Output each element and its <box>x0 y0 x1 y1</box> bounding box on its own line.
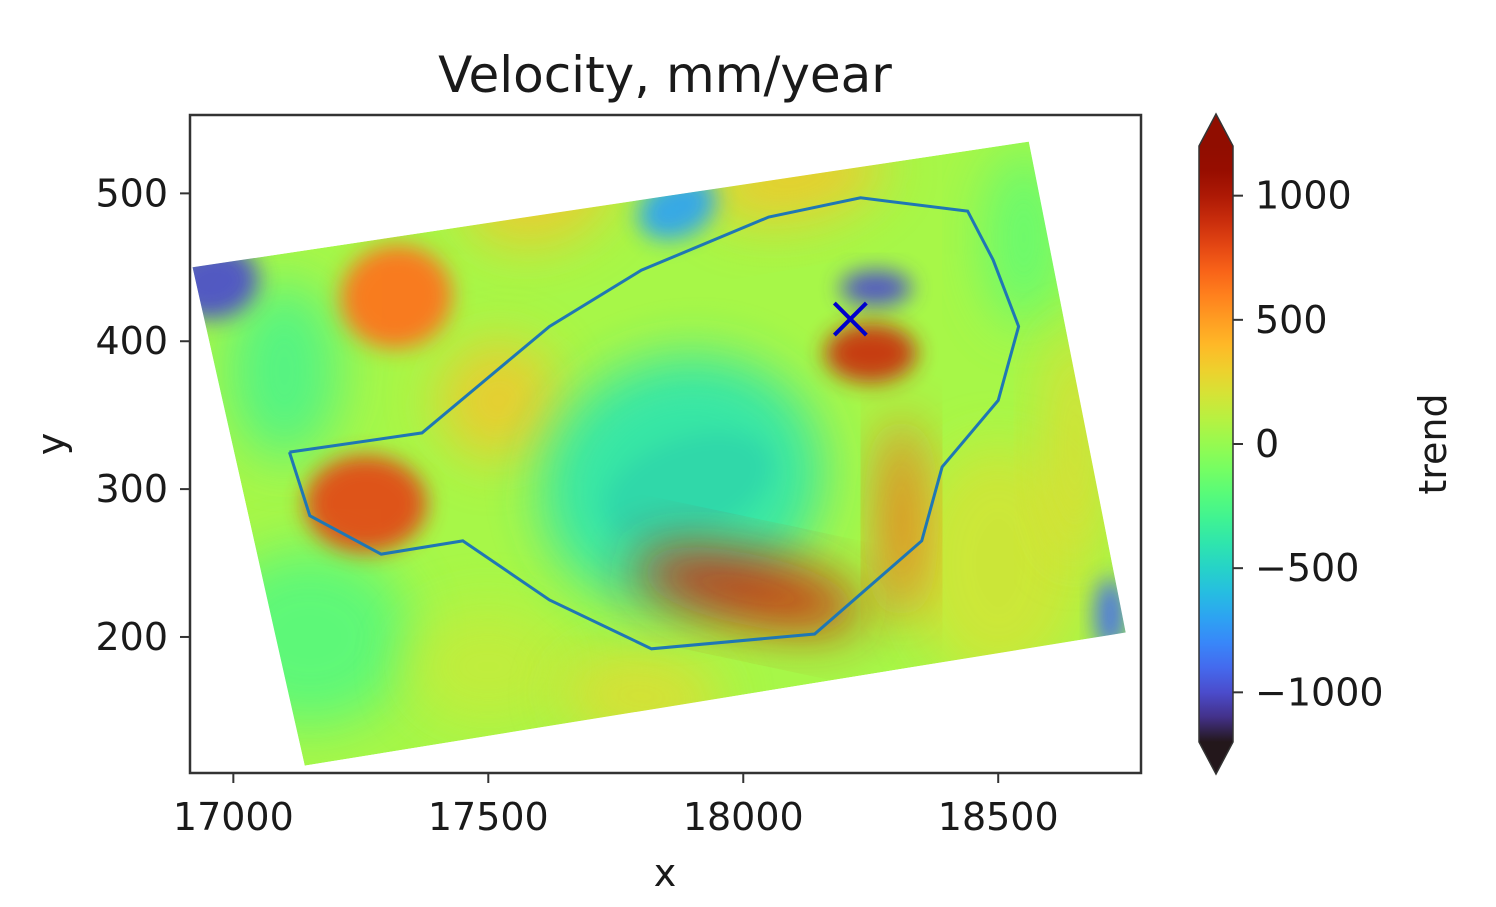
y-axis-label: y <box>29 433 73 456</box>
point-marker <box>832 301 868 337</box>
colorbar-ticks: −1000 −500 0 500 1000 <box>1233 174 1384 714</box>
heatmap-feature <box>1095 577 1126 652</box>
colorbar-tick-label: −500 <box>1255 546 1359 590</box>
marker-stroke <box>832 301 868 337</box>
heatmap-background-blob <box>1044 326 1106 564</box>
colorbar-extend-max <box>1199 114 1233 146</box>
y-axis-ticks: 200 300 400 500 <box>95 171 190 659</box>
heatmap-background-blob <box>982 149 1065 327</box>
y-tick-label: 500 <box>95 171 168 215</box>
colorbar-extend-min <box>1199 742 1233 774</box>
heatmap-feature <box>540 354 824 610</box>
x-tick-label: 17000 <box>173 795 294 839</box>
colorbar-tick-label: −1000 <box>1255 670 1384 714</box>
colorbar-tick-label: 0 <box>1255 422 1279 466</box>
heatmap-feature <box>824 323 917 383</box>
heatmap-feature <box>192 244 259 320</box>
plot-frame <box>188 113 1143 775</box>
heatmap-feature <box>340 244 453 349</box>
heatmap-feature <box>633 547 864 633</box>
y-tick-label: 400 <box>95 319 168 363</box>
chart-title: Velocity, mm/year <box>438 46 892 104</box>
x-axis-ticks: 17000 17500 18000 18500 <box>173 773 1059 839</box>
heatmap-feature <box>304 455 428 553</box>
colorbar-label: trend <box>1411 393 1455 494</box>
heatmap-background-blob <box>406 607 570 726</box>
monitored-area-outline <box>288 196 1021 651</box>
colorbar-tick-label: 500 <box>1255 298 1328 342</box>
heatmap-background-blob <box>228 282 341 460</box>
heatmap-background-blob <box>437 340 560 460</box>
x-axis-label: x <box>654 851 677 895</box>
x-tick-label: 18500 <box>938 795 1059 839</box>
heatmap-feature <box>880 415 922 623</box>
y-tick-label: 200 <box>95 615 168 659</box>
heatmap-background-blob <box>207 548 412 726</box>
x-tick-label: 18000 <box>683 795 804 839</box>
colorbar-frame <box>1198 112 1234 776</box>
y-tick-label: 300 <box>95 467 168 511</box>
heatmap-feature <box>840 270 912 306</box>
velocity-heatmap <box>192 141 1126 766</box>
colorbar: −1000 −500 0 500 1000 trend <box>1198 112 1455 776</box>
heatmap-background-blob <box>911 444 1085 682</box>
colorbar-tick-label: 1000 <box>1255 174 1352 218</box>
x-tick-label: 17500 <box>428 795 549 839</box>
